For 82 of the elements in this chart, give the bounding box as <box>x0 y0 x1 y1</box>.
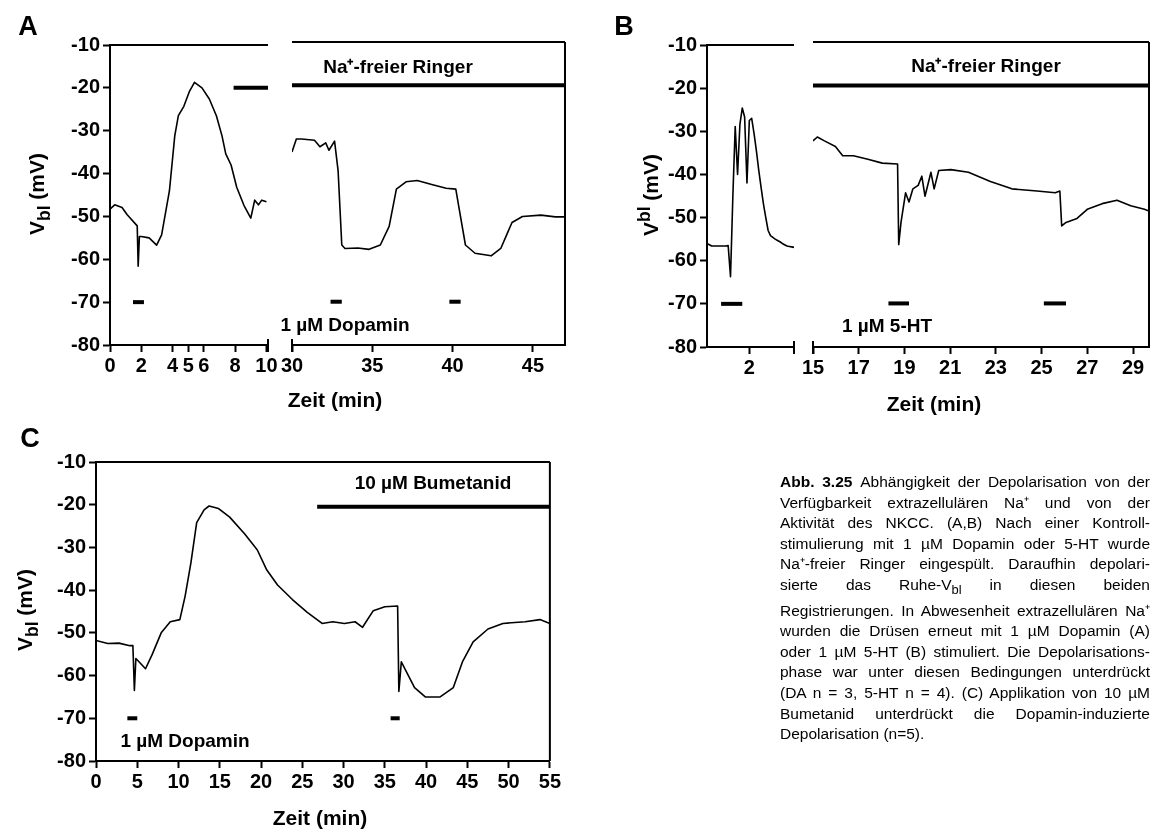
y-tick-label: -40 <box>71 161 100 184</box>
y-tick-label: -30 <box>668 118 697 141</box>
x-tick-label: 5 <box>131 769 143 792</box>
x-tick-label: 0 <box>90 769 102 792</box>
x-tick-label: 15 <box>208 769 231 792</box>
y-tick-label: -50 <box>668 205 697 228</box>
y-tick-label: -20 <box>71 75 100 98</box>
x-tick-label: 23 <box>984 355 1007 378</box>
annotation: 10 µM Bumetanid <box>354 472 512 494</box>
y-tick-label: -10 <box>71 32 100 55</box>
x-tick-label: 2 <box>135 353 147 376</box>
y-tick-label: -40 <box>668 161 697 184</box>
text: Abb. 3.25 <box>780 473 854 490</box>
x-tick-label: 25 <box>1030 355 1053 378</box>
text: phase war unter diesen Bedingungen unterdrückt <box>780 663 1150 681</box>
x-tick-label: 5 <box>182 353 194 376</box>
y-tick-label: -60 <box>668 248 697 271</box>
y-tick-label: -70 <box>57 705 86 728</box>
y-tick-label: -70 <box>71 289 100 312</box>
x-axis-title: Zeit (min) <box>287 388 383 412</box>
y-tick-label: -20 <box>57 492 86 515</box>
x-tick-label: 27 <box>1076 355 1099 378</box>
y-tick-label: -30 <box>57 534 86 557</box>
y-tick-label: -50 <box>71 203 100 226</box>
x-tick-label: 17 <box>847 355 870 378</box>
text: (DA n = 3, 5-HT n = 4). (C) Applikation von 10 µM <box>780 684 1150 702</box>
x-tick-label: 4 <box>167 353 180 376</box>
x-tick-label: 20 <box>249 769 273 792</box>
annotation: 1 µM Dopamin <box>120 730 250 752</box>
x-tick-label: 6 <box>198 353 210 376</box>
annotation: 1 µM 5-HT <box>841 315 933 337</box>
x-tick-label: 25 <box>291 769 314 792</box>
text: Registrierungen. In Abwesenheit extrazellulären Na⁺ <box>780 601 1150 619</box>
x-tick-label: 15 <box>801 355 825 378</box>
chart-title: B <box>614 10 634 42</box>
text: stimulierung mit 1 µM Dopamin oder 5-HT wurde <box>780 534 1150 552</box>
x-tick-label: 45 <box>521 353 545 376</box>
x-tick-label: 40 <box>414 769 438 792</box>
x-axis-title: Zeit (min) <box>272 806 368 830</box>
text: Na⁺-freier Ringer eingespült. Daraufhin depolari- <box>780 555 1150 573</box>
x-axis-title: Zeit (min) <box>886 392 982 416</box>
annotation: Na⁺-freier Ringer <box>323 55 473 79</box>
text: Abhängigkeit der Depolarisation von der <box>860 473 1150 490</box>
y-tick-label: -60 <box>57 663 86 686</box>
x-tick-label: 45 <box>456 769 479 792</box>
chart-title: A <box>18 10 38 42</box>
text: sierte das Ruhe-V$_{bl}$ in diesen beiden <box>780 575 1150 598</box>
y-tick-label: -10 <box>668 32 697 55</box>
y-tick-label: -10 <box>57 449 86 472</box>
y-tick-label: -70 <box>668 291 697 314</box>
x-tick-label: 30 <box>280 353 304 376</box>
annotation: Na⁺-freier Ringer <box>911 54 1061 78</box>
chart-title: C <box>20 422 40 454</box>
y-tick-label: -20 <box>668 75 697 98</box>
y-tick-label: -40 <box>57 577 86 600</box>
x-tick-label: 35 <box>373 769 396 792</box>
x-tick-label: 55 <box>538 769 561 792</box>
y-tick-label: -80 <box>71 332 100 355</box>
text: Verfügbarkeit extrazellulären Na⁺ und von der <box>780 493 1150 511</box>
y-tick-label: -60 <box>71 246 100 269</box>
x-tick-label: 35 <box>361 353 384 376</box>
x-tick-label: 30 <box>332 769 355 792</box>
text: Bumetanid unterdrückt die Dopamin-induzierte <box>780 704 1150 722</box>
x-tick-label: 19 <box>893 355 916 378</box>
x-tick-label: 10 <box>167 769 190 792</box>
y-tick-label: -30 <box>71 118 100 141</box>
y-tick-label: -50 <box>57 620 86 643</box>
annotation: 1 µM Dopamin <box>280 314 410 336</box>
x-tick-label: 0 <box>104 353 116 376</box>
text: Aktivität des NKCC. (A,B) Nach einer Kontroll- <box>780 514 1150 532</box>
x-tick-label: 2 <box>743 355 755 378</box>
text: oder 1 µM 5-HT (B) stimuliert. Die Depolarisations- <box>780 642 1150 660</box>
x-tick-label: 10 <box>255 353 278 376</box>
text: wurden die Drüsen erneut mit 1 µM Dopamin (A) <box>780 622 1150 640</box>
text: Depolarisation (n=5). <box>780 725 925 743</box>
x-tick-label: 40 <box>441 353 464 376</box>
x-tick-label: 29 <box>1121 355 1145 378</box>
x-tick-label: 50 <box>497 769 520 792</box>
y-tick-label: -80 <box>668 334 697 357</box>
x-tick-label: 8 <box>229 353 241 376</box>
x-tick-label: 21 <box>939 355 962 378</box>
y-tick-label: -80 <box>57 748 86 771</box>
